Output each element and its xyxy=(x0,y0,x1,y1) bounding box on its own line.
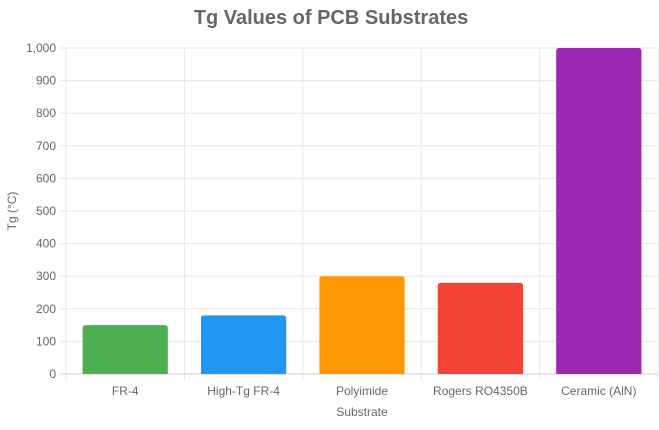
y-tick-label: 0 xyxy=(49,367,56,381)
y-axis-label: Tg (°C) xyxy=(5,192,19,231)
bar-ceramic-aln-[interactable] xyxy=(556,48,642,374)
y-tick-labels: 0 100 200 300 400 500 600 700 800 900 1,000 xyxy=(26,41,56,381)
x-tick-labels: FR-4 High-Tg FR-4 Polyimide Rogers RO4350B C… xyxy=(112,384,637,398)
y-tick-label: 500 xyxy=(36,204,56,218)
bar-rogers-ro4350b[interactable] xyxy=(437,282,524,374)
x-axis-label: Substrate xyxy=(336,405,388,419)
bars xyxy=(82,48,642,374)
y-tick-label: 700 xyxy=(36,139,56,153)
y-tick-label: 300 xyxy=(36,269,56,283)
y-tick-label: 200 xyxy=(36,302,56,316)
bar-polyimide[interactable] xyxy=(319,276,405,374)
bar-fr-4[interactable] xyxy=(82,325,168,374)
x-tick-label: Polyimide xyxy=(336,384,388,398)
x-tick-label: High-Tg FR-4 xyxy=(207,384,280,398)
bar-high-tg-fr-4[interactable] xyxy=(200,315,287,374)
x-tick-label: FR-4 xyxy=(112,384,139,398)
y-tick-label: 800 xyxy=(36,106,56,120)
chart-title: Tg Values of PCB Substrates xyxy=(194,7,469,29)
y-tick-label: 600 xyxy=(36,171,56,185)
y-tick-label: 1,000 xyxy=(26,41,56,55)
y-tick-label: 100 xyxy=(36,334,56,348)
y-tick-label: 900 xyxy=(36,74,56,88)
x-tick-label: Rogers RO4350B xyxy=(433,384,528,398)
x-tick-label: Ceramic (AlN) xyxy=(561,384,636,398)
grid xyxy=(60,47,659,380)
y-tick-label: 400 xyxy=(36,237,56,251)
